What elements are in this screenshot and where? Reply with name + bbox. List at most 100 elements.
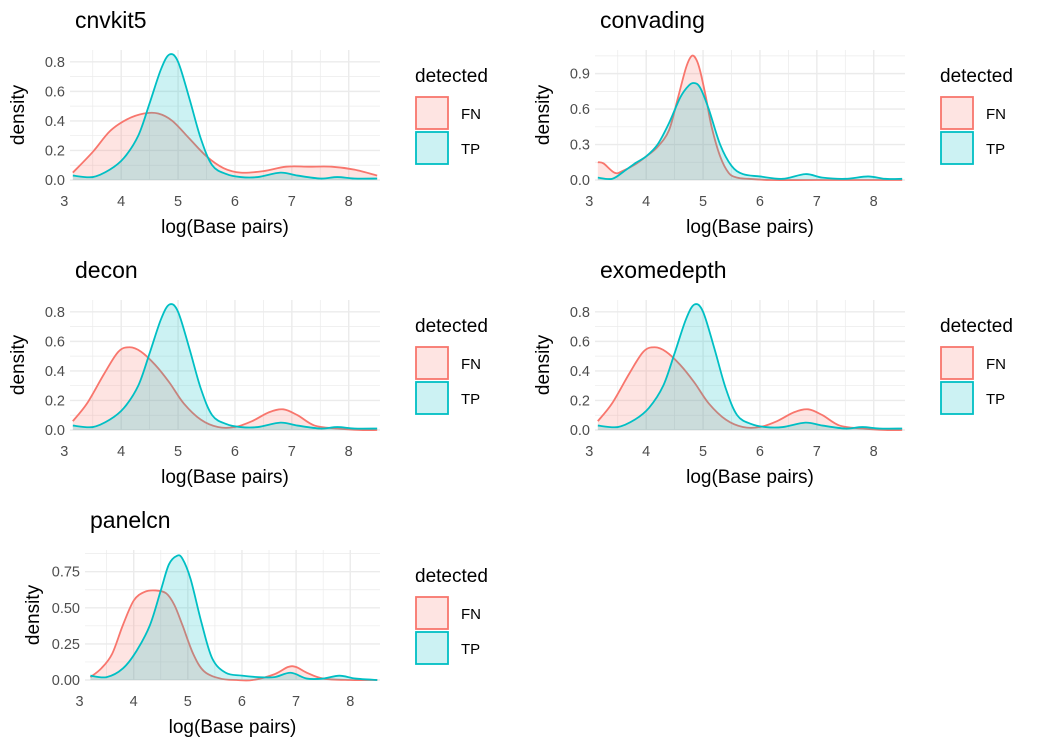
- legend-label-FN: FN: [461, 606, 481, 623]
- x-tick-label: 8: [870, 194, 878, 210]
- y-tick-label: 0.6: [45, 334, 65, 350]
- density-line-FN: [89, 589, 378, 682]
- x-axis-label: log(Base pairs): [686, 467, 814, 488]
- y-tick-label: 0.2: [45, 143, 65, 159]
- y-tick-label: 0.00: [52, 673, 80, 689]
- y-tick-label: 0.6: [570, 334, 590, 350]
- x-tick-label: 6: [231, 194, 239, 210]
- y-tick-label: 0.4: [570, 364, 590, 380]
- panel-title: panelcn: [90, 507, 171, 533]
- x-tick-label: 6: [756, 194, 764, 210]
- legend-label-FN: FN: [461, 106, 481, 123]
- x-tick-label: 5: [174, 194, 182, 210]
- y-tick-label: 0.0: [45, 173, 65, 189]
- x-tick-label: 5: [699, 444, 707, 460]
- panel-title: decon: [75, 257, 138, 283]
- legend-label-TP: TP: [461, 641, 480, 658]
- x-tick-label: 4: [642, 444, 650, 460]
- y-axis-label: density: [23, 584, 44, 645]
- x-tick-label: 4: [117, 194, 125, 210]
- x-tick-label: 6: [756, 444, 764, 460]
- legend-label-TP: TP: [986, 141, 1005, 158]
- y-tick-label: 0.6: [45, 84, 65, 100]
- x-tick-label: 7: [813, 444, 821, 460]
- x-tick-label: 5: [174, 444, 182, 460]
- panel-panelcn: 3 4 5 6 7 8 0.00 0.25 0.50 0.75 panelcn log(Base pa…: [23, 507, 488, 738]
- density-line-TP: [72, 53, 378, 180]
- legend-title: detected: [940, 316, 1013, 337]
- legend-title: detected: [415, 316, 488, 337]
- x-tick-label: 8: [345, 444, 353, 460]
- x-axis-label: log(Base pairs): [161, 217, 289, 238]
- x-tick-label: 8: [870, 444, 878, 460]
- y-tick-label: 0.9: [570, 67, 590, 83]
- y-tick-label: 0.0: [570, 423, 590, 439]
- legend: detected FN TP: [940, 316, 1013, 415]
- density-fill-FN: [72, 112, 378, 180]
- legend-label-FN: FN: [986, 356, 1006, 373]
- x-tick-label: 6: [231, 444, 239, 460]
- density-line-TP: [90, 554, 378, 681]
- x-tick-label: 3: [585, 444, 593, 460]
- y-tick-label: 0.3: [570, 138, 590, 154]
- y-tick-label: 0.6: [570, 102, 590, 118]
- legend-key-FN: [415, 596, 449, 630]
- panel-convading: 3 4 5 6 7 8 0.0 0.3 0.6 0.9 convading log(Base pair…: [533, 7, 1013, 238]
- x-axis-label: log(Base pairs): [169, 717, 297, 738]
- panel-exomedepth: 3 4 5 6 7 8 0.0 0.2 0.4 0.6 0.8 exomedepth log(Base …: [533, 257, 1013, 488]
- density-fill-FN: [72, 347, 378, 431]
- legend-key-FN: [415, 96, 449, 130]
- y-tick-label: 0.2: [570, 393, 590, 409]
- x-tick-label: 4: [130, 694, 138, 710]
- density-fill-FN: [597, 55, 903, 181]
- legend-key-TP: [415, 381, 449, 415]
- x-tick-label: 7: [292, 694, 300, 710]
- legend-label-TP: TP: [986, 391, 1005, 408]
- y-tick-label: 0.0: [570, 173, 590, 189]
- x-tick-label: 6: [238, 694, 246, 710]
- density-line-FN: [72, 346, 378, 432]
- panel-title: convading: [600, 7, 705, 33]
- density-fill-FN: [597, 347, 903, 431]
- x-tick-label: 5: [699, 194, 707, 210]
- x-tick-label: 8: [346, 694, 354, 710]
- y-axis-label: density: [533, 334, 554, 395]
- legend: detected FN TP: [415, 316, 488, 415]
- legend-key-TP: [940, 381, 974, 415]
- y-axis-label: density: [8, 334, 29, 395]
- x-tick-label: 7: [813, 194, 821, 210]
- y-tick-label: 0.50: [52, 601, 80, 617]
- x-tick-label: 4: [117, 444, 125, 460]
- legend-key-FN: [940, 96, 974, 130]
- y-tick-label: 0.8: [45, 305, 65, 321]
- density-line-FN: [72, 111, 378, 177]
- x-tick-label: 7: [288, 194, 296, 210]
- x-tick-label: 7: [288, 444, 296, 460]
- legend: detected FN TP: [415, 566, 488, 665]
- density-fill-TP: [72, 304, 378, 430]
- y-tick-label: 0.2: [45, 393, 65, 409]
- x-axis-label: log(Base pairs): [686, 217, 814, 238]
- y-tick-label: 0.8: [45, 55, 65, 71]
- panel-title: exomedepth: [600, 257, 727, 283]
- panel-cnvkit5: 3 4 5 6 7 8 0.0 0.2 0.4 0.6 0.8 cnvkit5 log(Base pai…: [8, 7, 488, 238]
- density-fill-TP: [72, 54, 378, 180]
- density-line-FN: [597, 346, 903, 432]
- legend-label-TP: TP: [461, 391, 480, 408]
- legend: detected FN TP: [415, 66, 488, 165]
- legend-label-FN: FN: [986, 106, 1006, 123]
- x-tick-label: 3: [60, 444, 68, 460]
- legend-key-TP: [415, 131, 449, 165]
- legend-key-TP: [940, 131, 974, 165]
- x-tick-label: 3: [585, 194, 593, 210]
- legend-key-FN: [415, 346, 449, 380]
- y-tick-label: 0.0: [45, 423, 65, 439]
- density-line-TP: [597, 82, 903, 180]
- panel-title: cnvkit5: [75, 7, 147, 33]
- legend: detected FN TP: [940, 66, 1013, 165]
- x-tick-label: 8: [345, 194, 353, 210]
- legend-title: detected: [415, 566, 488, 587]
- legend-key-TP: [415, 631, 449, 665]
- density-line-TP: [72, 303, 378, 430]
